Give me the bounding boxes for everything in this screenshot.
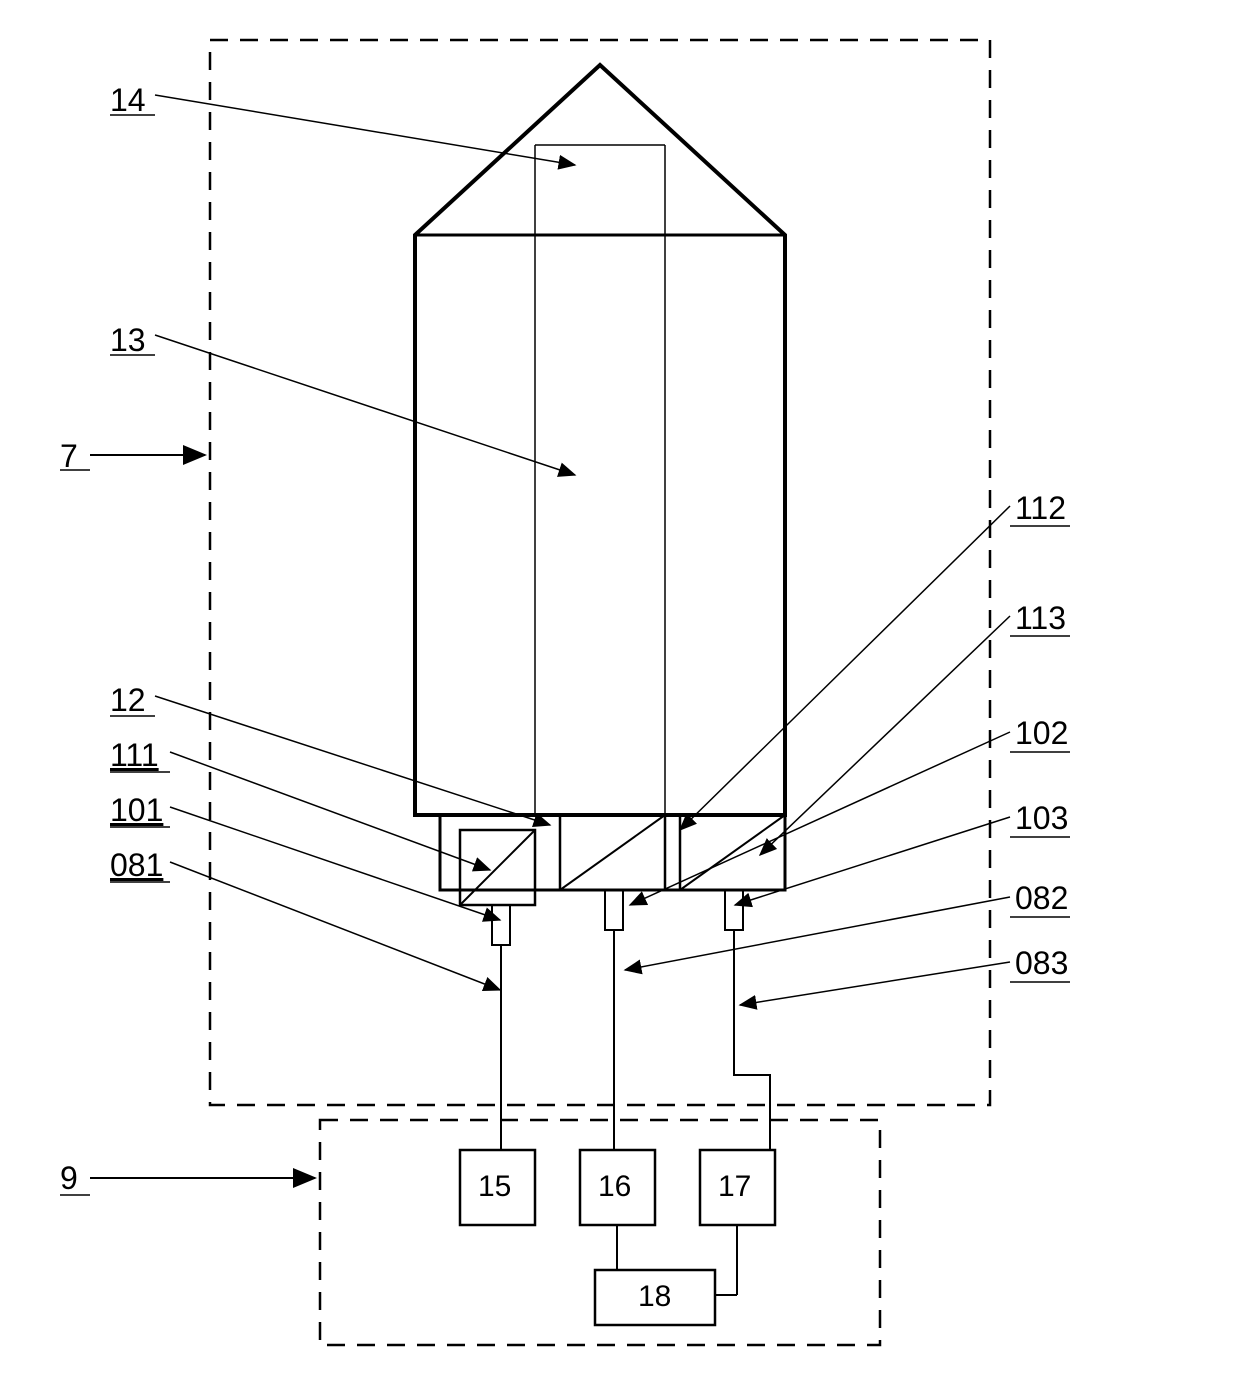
label-103: 103 (1015, 800, 1068, 837)
label-102: 102 (1015, 715, 1068, 752)
leader-103 (735, 817, 1010, 905)
leader-102 (630, 732, 1010, 905)
label-112: 112 (1015, 490, 1066, 527)
label-9: 9 (60, 1160, 78, 1197)
label-14: 14 (110, 82, 146, 119)
diag-block-right (680, 815, 785, 890)
label-13: 13 (110, 322, 146, 359)
leader-12 (155, 696, 550, 825)
leader-083 (740, 962, 1010, 1005)
label-083: 083 (1015, 945, 1068, 982)
diagram-canvas: 14 13 7 12 111 101 081 9 112 113 102 103… (0, 0, 1240, 1378)
leader-101 (170, 807, 500, 920)
leader-113 (760, 616, 1010, 855)
leader-14 (155, 95, 575, 165)
leader-081 (170, 862, 500, 990)
leader-112 (680, 506, 1010, 830)
label-082: 082 (1015, 880, 1068, 917)
diag-block-left (460, 830, 535, 905)
stub-3 (725, 890, 743, 930)
diag-block-mid (560, 815, 665, 890)
region-9-box (320, 1120, 880, 1345)
line-17 (734, 930, 770, 1150)
leader-13 (155, 335, 575, 475)
label-18: 18 (638, 1280, 671, 1314)
label-17: 17 (718, 1170, 751, 1204)
label-12: 12 (110, 682, 146, 719)
label-081: 081 (110, 847, 163, 884)
label-15: 15 (478, 1170, 511, 1204)
label-111: 111 (110, 737, 159, 774)
label-113: 113 (1015, 600, 1066, 637)
stub-2 (605, 890, 623, 930)
stub-1 (492, 905, 510, 945)
label-7: 7 (60, 438, 78, 475)
leader-082 (625, 897, 1010, 970)
region-7-box (210, 40, 990, 1105)
label-101: 101 (110, 792, 163, 829)
leader-111 (170, 752, 490, 870)
label-16: 16 (598, 1170, 631, 1204)
